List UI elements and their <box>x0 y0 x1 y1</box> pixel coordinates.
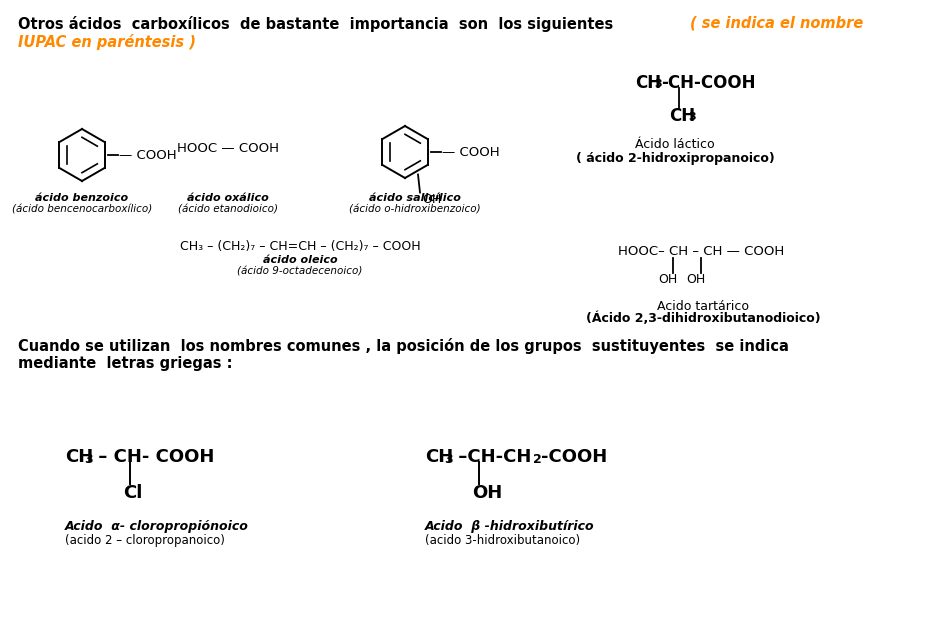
Text: Acido tartárico: Acido tartárico <box>657 300 749 313</box>
Text: 3: 3 <box>84 453 93 466</box>
Text: — COOH: — COOH <box>442 146 500 159</box>
Text: Ácido láctico: Ácido láctico <box>635 138 715 151</box>
Text: Cl: Cl <box>123 484 143 502</box>
Text: CH: CH <box>65 448 93 466</box>
Text: OH: OH <box>422 193 441 205</box>
Text: (ácido 9-octadecenoico): (ácido 9-octadecenoico) <box>238 267 362 277</box>
Text: Cuando se utilizan  los nombres comunes , la posición de los grupos  sustituyent: Cuando se utilizan los nombres comunes ,… <box>18 338 789 354</box>
Text: 3: 3 <box>654 79 662 89</box>
Text: ácido oleico: ácido oleico <box>263 255 337 265</box>
Text: IUPAC en paréntesis ): IUPAC en paréntesis ) <box>18 34 196 50</box>
Text: ( se indica el nombre: ( se indica el nombre <box>690 16 863 31</box>
Text: (ácido o-hidroxibenzoico): (ácido o-hidroxibenzoico) <box>349 205 481 215</box>
Text: Acido  β -hidroxibutírico: Acido β -hidroxibutírico <box>425 520 594 533</box>
Text: CH₃ – (CH₂)₇ – CH=CH – (CH₂)₇ – COOH: CH₃ – (CH₂)₇ – CH=CH – (CH₂)₇ – COOH <box>179 240 421 253</box>
Text: CH: CH <box>635 74 661 92</box>
Text: (ácido etanodioico): (ácido etanodioico) <box>178 205 278 215</box>
Text: — COOH: — COOH <box>119 149 177 162</box>
Text: OH: OH <box>658 273 677 286</box>
Text: mediante  letras griegas :: mediante letras griegas : <box>18 356 233 371</box>
Text: OH: OH <box>686 273 705 286</box>
Text: (acido 3-hidroxibutanoico): (acido 3-hidroxibutanoico) <box>425 534 580 547</box>
Text: 2: 2 <box>533 453 542 466</box>
Text: -CH-COOH: -CH-COOH <box>661 74 756 92</box>
Text: Otros ácidos  carboxílicos  de bastante  importancia  son  los siguientes: Otros ácidos carboxílicos de bastante im… <box>18 16 613 32</box>
Text: HOOC– CH – CH — COOH: HOOC– CH – CH — COOH <box>618 245 784 258</box>
Text: ácido benzoico: ácido benzoico <box>36 193 129 203</box>
Text: Acido  α- cloropropiónoico: Acido α- cloropropiónoico <box>65 520 249 533</box>
Text: 3: 3 <box>444 453 453 466</box>
Text: 3: 3 <box>688 112 696 122</box>
Text: ácido oxálico: ácido oxálico <box>187 193 269 203</box>
Text: – CH- COOH: – CH- COOH <box>92 448 214 466</box>
Text: ( ácido 2-hidroxipropanoico): ( ácido 2-hidroxipropanoico) <box>576 152 775 165</box>
Text: –CH-CH: –CH-CH <box>452 448 531 466</box>
Text: CH: CH <box>669 107 695 125</box>
Text: -COOH: -COOH <box>541 448 608 466</box>
Text: OH: OH <box>472 484 502 502</box>
Text: CH: CH <box>425 448 454 466</box>
Text: (acido 2 – cloropropanoico): (acido 2 – cloropropanoico) <box>65 534 224 547</box>
Text: ácido salicílico: ácido salicílico <box>369 193 461 203</box>
Text: (ácido bencenocarboxílico): (ácido bencenocarboxílico) <box>12 205 152 215</box>
Text: (Ácido 2,3-dihidroxibutanodioico): (Ácido 2,3-dihidroxibutanodioico) <box>586 312 821 326</box>
Text: HOOC — COOH: HOOC — COOH <box>177 142 279 155</box>
